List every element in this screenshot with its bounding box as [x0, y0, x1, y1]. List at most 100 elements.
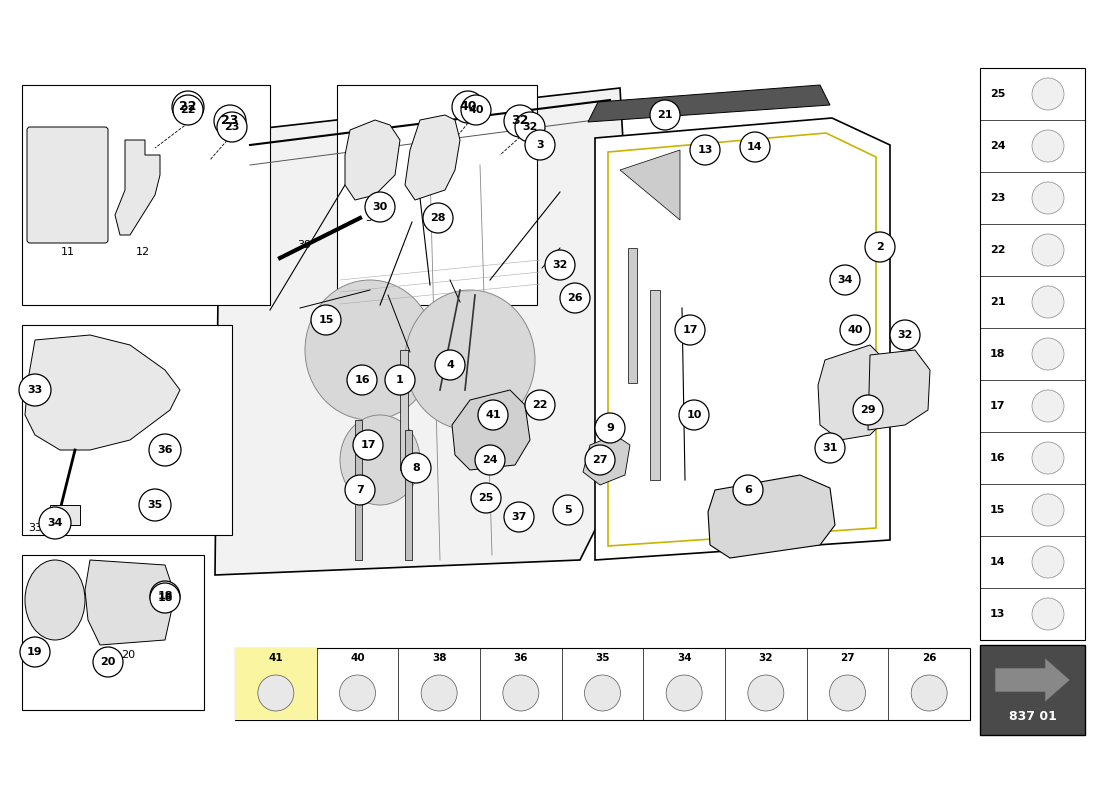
Circle shape — [829, 675, 866, 711]
Circle shape — [504, 105, 536, 137]
Text: 14: 14 — [990, 557, 1005, 567]
Text: 40: 40 — [350, 653, 365, 663]
Circle shape — [675, 315, 705, 345]
Text: 33: 33 — [28, 385, 43, 395]
Text: 6: 6 — [744, 485, 752, 495]
Text: 16: 16 — [354, 375, 370, 385]
Text: 37: 37 — [512, 512, 527, 522]
Polygon shape — [214, 88, 640, 575]
Text: 17: 17 — [990, 401, 1005, 411]
Circle shape — [733, 475, 763, 505]
Circle shape — [345, 475, 375, 505]
Circle shape — [452, 91, 484, 123]
Circle shape — [584, 675, 620, 711]
Bar — [980, 645, 1085, 735]
Bar — [22, 555, 204, 710]
Text: 17: 17 — [361, 440, 376, 450]
Circle shape — [690, 135, 721, 165]
Circle shape — [865, 232, 895, 262]
Text: 40: 40 — [460, 101, 476, 114]
Circle shape — [890, 320, 920, 350]
Text: 34: 34 — [47, 518, 63, 528]
Text: 20: 20 — [100, 657, 116, 667]
Text: 23: 23 — [224, 122, 240, 132]
Circle shape — [748, 675, 784, 711]
Circle shape — [544, 250, 575, 280]
Text: 28: 28 — [430, 213, 446, 223]
Circle shape — [340, 675, 375, 711]
Bar — [650, 290, 660, 480]
Polygon shape — [116, 140, 160, 235]
Polygon shape — [588, 85, 830, 122]
Text: 20: 20 — [121, 650, 135, 660]
Text: 21: 21 — [658, 110, 673, 120]
Circle shape — [1032, 286, 1064, 318]
Circle shape — [94, 647, 123, 677]
Circle shape — [595, 413, 625, 443]
Polygon shape — [595, 118, 890, 560]
Ellipse shape — [405, 290, 535, 430]
Text: 41: 41 — [485, 410, 501, 420]
Circle shape — [740, 132, 770, 162]
Text: 34: 34 — [837, 275, 852, 285]
Text: 22: 22 — [990, 245, 1005, 255]
Circle shape — [150, 583, 180, 613]
Text: 31: 31 — [823, 443, 838, 453]
Text: 12: 12 — [136, 247, 150, 257]
Polygon shape — [708, 475, 835, 558]
Text: 22: 22 — [532, 400, 548, 410]
Polygon shape — [405, 115, 460, 200]
Text: 40: 40 — [469, 105, 484, 115]
Circle shape — [679, 400, 710, 430]
Bar — [405, 430, 412, 560]
Circle shape — [667, 675, 702, 711]
Text: 36: 36 — [157, 445, 173, 455]
Text: 15: 15 — [318, 315, 333, 325]
Bar — [22, 85, 270, 305]
Circle shape — [353, 430, 383, 460]
Text: 24: 24 — [482, 455, 498, 465]
Bar — [355, 420, 362, 560]
Bar — [628, 248, 637, 383]
Bar — [22, 325, 232, 535]
Circle shape — [1032, 234, 1064, 266]
Text: 32: 32 — [759, 653, 773, 663]
Text: 32: 32 — [898, 330, 913, 340]
Circle shape — [1032, 78, 1064, 110]
Text: 32: 32 — [512, 114, 529, 127]
Bar — [337, 85, 537, 305]
Circle shape — [553, 495, 583, 525]
Text: 41: 41 — [268, 653, 283, 663]
Circle shape — [475, 445, 505, 475]
Text: 5: 5 — [564, 505, 572, 515]
Circle shape — [139, 489, 170, 521]
Text: 36: 36 — [514, 653, 528, 663]
Text: 38: 38 — [432, 653, 447, 663]
Text: 23: 23 — [221, 114, 239, 127]
Text: 27: 27 — [840, 653, 855, 663]
Text: 34: 34 — [676, 653, 692, 663]
Circle shape — [1032, 598, 1064, 630]
Polygon shape — [583, 435, 630, 485]
Circle shape — [311, 305, 341, 335]
Text: 2: 2 — [876, 242, 884, 252]
Text: 35: 35 — [147, 500, 163, 510]
Text: 26: 26 — [568, 293, 583, 303]
Circle shape — [1032, 182, 1064, 214]
Text: 19: 19 — [28, 647, 43, 657]
Text: a passion for parts since 1985: a passion for parts since 1985 — [293, 409, 668, 511]
Text: 39: 39 — [297, 240, 311, 250]
Text: eurocars: eurocars — [288, 314, 672, 466]
Bar — [235, 648, 970, 720]
Circle shape — [852, 395, 883, 425]
Text: 10: 10 — [686, 410, 702, 420]
Text: 24: 24 — [990, 141, 1005, 151]
Circle shape — [217, 112, 248, 142]
Text: 16: 16 — [990, 453, 1005, 463]
Polygon shape — [452, 390, 530, 470]
Text: 33: 33 — [28, 523, 42, 533]
Circle shape — [503, 675, 539, 711]
Polygon shape — [345, 120, 400, 200]
Text: 18: 18 — [990, 349, 1005, 359]
Circle shape — [1032, 130, 1064, 162]
